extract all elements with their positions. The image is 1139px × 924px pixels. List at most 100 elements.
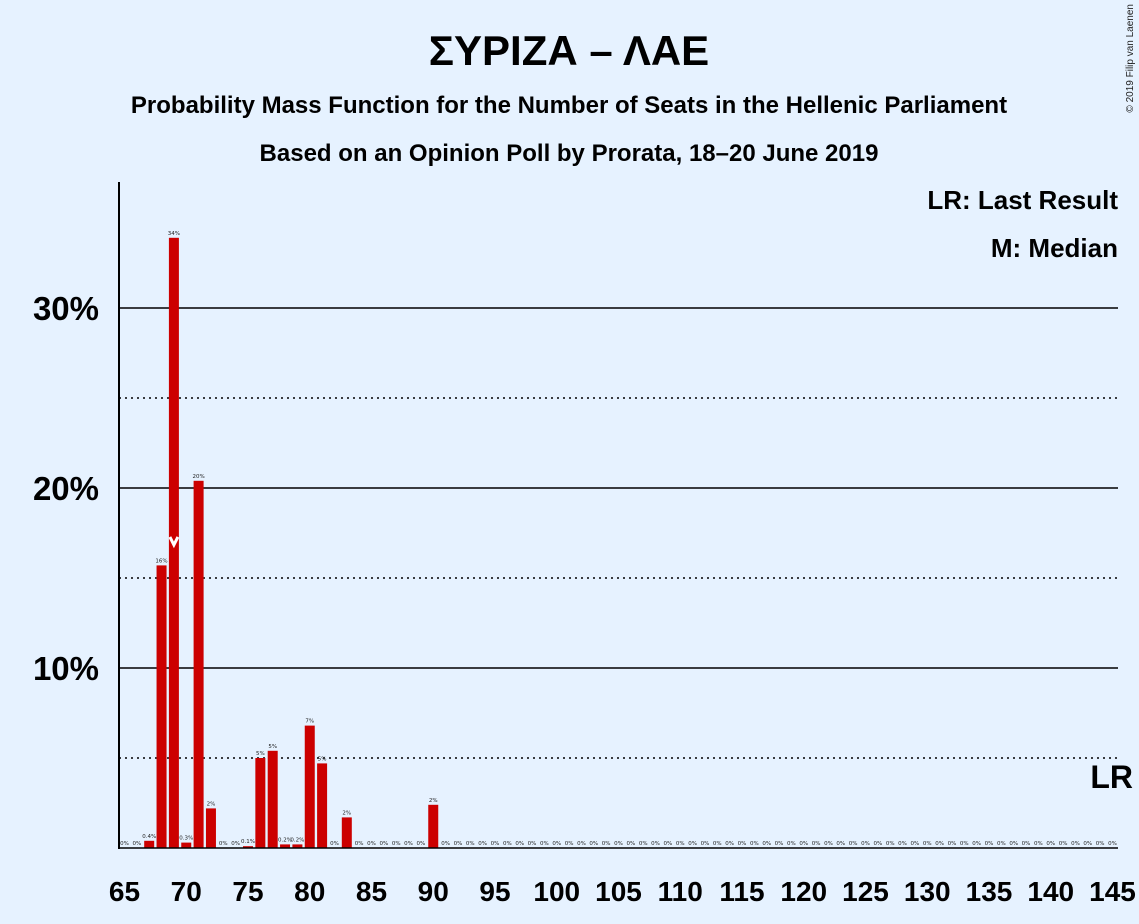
x-tick-label: 65 — [109, 876, 140, 907]
bar-label-seat-66: 0% — [132, 841, 141, 847]
bar-seat-79 — [292, 844, 303, 848]
bar-label-seat-77: 5% — [268, 744, 277, 750]
chart-subtitle: Probability Mass Function for the Number… — [131, 92, 1007, 119]
bar-label-seat-121: 0% — [812, 841, 821, 847]
y-tick-label: 20% — [33, 470, 99, 507]
x-tick-label: 140 — [1027, 876, 1074, 907]
bar-label-seat-78: 0.2% — [278, 837, 292, 843]
x-tick-label: 85 — [356, 876, 387, 907]
bar-label-seat-133: 0% — [960, 841, 969, 847]
bar-label-seat-122: 0% — [824, 841, 833, 847]
y-tick-label: 10% — [33, 650, 99, 687]
x-tick-label: 100 — [533, 876, 580, 907]
bar-label-seat-92: 0% — [454, 841, 463, 847]
chart-subtitle-source: Based on an Opinion Poll by Prorata, 18–… — [260, 140, 879, 167]
bar-label-seat-119: 0% — [787, 841, 796, 847]
x-tick-label: 120 — [780, 876, 827, 907]
bar-label-seat-108: 0% — [651, 841, 660, 847]
bar-value-labels: 0% 0%0.4%16%34%0.3%20%2%0% 0% 0.1%5%5%0.2%0… — [120, 231, 1117, 847]
bar-seat-80 — [304, 725, 315, 848]
bar-label-seat-145: 0% — [1108, 841, 1117, 847]
bar-label-seat-82: 0% — [330, 841, 339, 847]
bar-label-seat-127: 0% — [886, 841, 895, 847]
x-tick-label: 95 — [479, 876, 510, 907]
bar-label-seat-107: 0% — [639, 841, 648, 847]
bar-label-seat-91: 0% — [441, 841, 450, 847]
bar-label-seat-140: 0% — [1046, 841, 1055, 847]
bar-seat-67 — [144, 840, 155, 848]
bar-label-seat-125: 0% — [861, 841, 870, 847]
bar-label-seat-83: 2% — [342, 810, 351, 816]
bar-label-seat-87: 0% — [392, 841, 401, 847]
bar-label-seat-70: 0.3% — [179, 836, 193, 842]
bar-label-seat-126: 0% — [873, 841, 882, 847]
x-tick-label: 145 — [1089, 876, 1136, 907]
x-tick-label: 105 — [595, 876, 642, 907]
bar-label-seat-68: 16% — [155, 558, 167, 564]
bar-label-seat-123: 0% — [836, 841, 845, 847]
x-tick-label: 90 — [418, 876, 449, 907]
bar-seat-71 — [193, 480, 204, 848]
bar-label-seat-143: 0% — [1083, 841, 1092, 847]
bar-label-seat-90: 2% — [429, 798, 438, 804]
bar-label-seat-137: 0% — [1009, 841, 1018, 847]
bar-label-seat-141: 0% — [1059, 841, 1068, 847]
bar-label-seat-97: 0% — [515, 841, 524, 847]
bar-label-seat-75: 0.1% — [241, 839, 255, 845]
bar-label-seat-144: 0% — [1096, 841, 1105, 847]
bar-label-seat-84: 0% — [355, 841, 364, 847]
bar-label-seat-135: 0% — [985, 841, 994, 847]
bar-label-seat-131: 0% — [935, 841, 944, 847]
bar-label-seat-98: 0% — [528, 841, 537, 847]
bar-seat-72 — [205, 808, 216, 848]
bar-label-seat-101: 0% — [565, 841, 574, 847]
bar-label-seat-104: 0% — [602, 841, 611, 847]
bar-label-seat-95: 0% — [491, 841, 500, 847]
bar-label-seat-76: 5% — [256, 751, 265, 757]
bars — [144, 237, 439, 849]
x-tick-label: 80 — [294, 876, 325, 907]
bar-label-seat-72: 2% — [207, 801, 216, 807]
bar-label-seat-111: 0% — [688, 841, 697, 847]
median-marker — [168, 536, 180, 549]
bar-label-seat-113: 0% — [713, 841, 722, 847]
bar-label-seat-129: 0% — [911, 841, 920, 847]
bar-label-seat-109: 0% — [664, 841, 673, 847]
x-tick-label: 75 — [232, 876, 263, 907]
chart-title: ΣΥΡΙΖΑ – ΛΑΕ — [429, 27, 709, 74]
bar-label-seat-88: 0% — [404, 841, 413, 847]
bar-label-seat-65: 0% — [120, 841, 129, 847]
bar-label-seat-81: 5% — [318, 756, 327, 762]
bar-seat-77 — [267, 750, 278, 848]
bar-label-seat-85: 0% — [367, 841, 376, 847]
bar-label-seat-102: 0% — [577, 841, 586, 847]
bar-label-seat-93: 0% — [466, 841, 475, 847]
y-axis-tick-labels: 10% 20% 30% — [33, 290, 99, 687]
bar-label-seat-80: 7% — [305, 719, 314, 725]
last-result-marker: LR — [1090, 759, 1133, 795]
bar-label-seat-117: 0% — [762, 841, 771, 847]
legend-median: M: Median — [991, 233, 1118, 263]
bar-label-seat-69: 34% — [168, 231, 180, 237]
bar-label-seat-118: 0% — [775, 841, 784, 847]
bar-label-seat-124: 0% — [849, 841, 858, 847]
bar-label-seat-128: 0% — [898, 841, 907, 847]
bar-label-seat-136: 0% — [997, 841, 1006, 847]
bar-label-seat-105: 0% — [614, 841, 623, 847]
bar-seat-78 — [280, 844, 291, 848]
bar-label-seat-99: 0% — [540, 841, 549, 847]
bar-label-seat-115: 0% — [738, 841, 747, 847]
bar-seat-68 — [156, 565, 167, 848]
x-tick-label: 130 — [904, 876, 951, 907]
x-tick-label: 125 — [842, 876, 889, 907]
bar-label-seat-106: 0% — [626, 841, 635, 847]
bar-label-seat-116: 0% — [750, 841, 759, 847]
bar-seat-70 — [181, 842, 192, 848]
bar-seat-83 — [341, 817, 352, 848]
bar-label-seat-96: 0% — [503, 841, 512, 847]
bar-seat-75 — [243, 846, 253, 848]
bar-label-seat-79: 0.2% — [290, 837, 304, 843]
bar-label-seat-103: 0% — [589, 841, 598, 847]
bar-label-seat-100: 0% — [552, 841, 561, 847]
bar-label-seat-71: 20% — [192, 474, 204, 480]
